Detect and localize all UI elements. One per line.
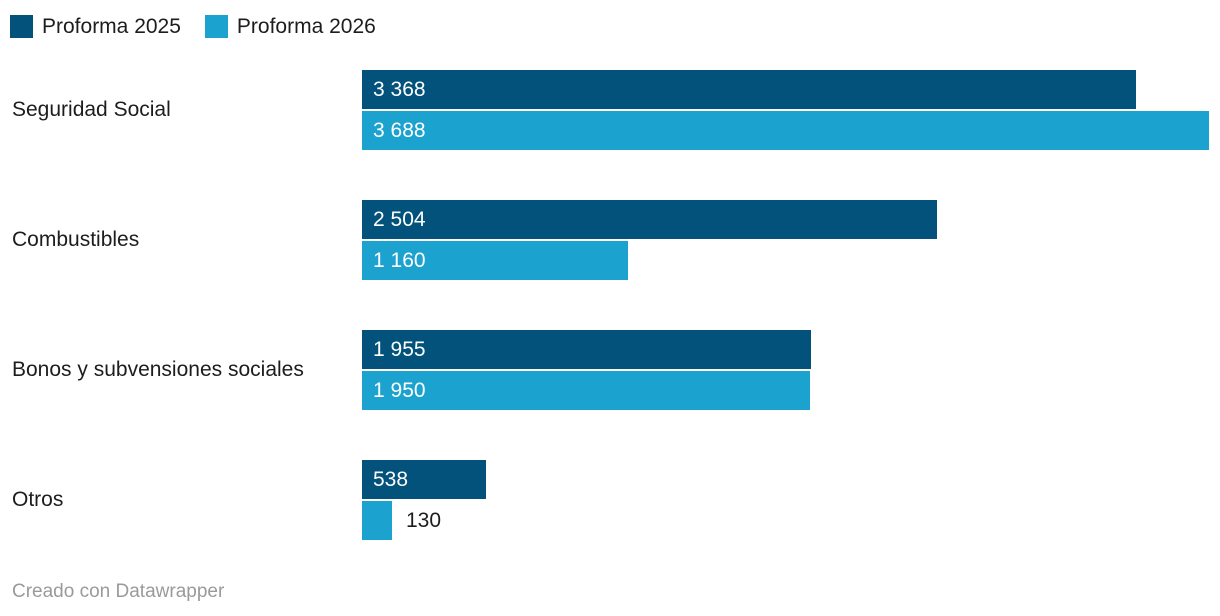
datawrapper-attribution-link[interactable]: Creado con Datawrapper <box>12 581 225 602</box>
value-label-proforma-2025-combustibles: 2 504 <box>373 208 426 231</box>
legend-swatch-proforma-2025 <box>10 15 33 38</box>
legend-label-proforma-2026: Proforma 2026 <box>236 15 376 38</box>
chart-row-bonos-y-subvensiones-sociales: Bonos y subvensiones sociales 1 955 1 950 <box>0 330 1220 410</box>
chart-row-seguridad-social: Seguridad Social 3 368 3 688 <box>0 70 1220 150</box>
value-label-proforma-2026-combustibles: 1 160 <box>373 249 426 272</box>
bar-proforma-2025-otros: 538 <box>362 460 486 499</box>
value-label-proforma-2026-bonos-y-subvensiones-sociales: 1 950 <box>373 379 426 402</box>
value-label-proforma-2025-otros: 538 <box>373 468 409 491</box>
bar-proforma-2026-seguridad-social: 3 688 <box>362 111 1209 150</box>
category-label-bonos-y-subvensiones-sociales: Bonos y subvensiones sociales <box>12 358 304 381</box>
legend: Proforma 2025 Proforma 2026 <box>10 15 376 38</box>
chart-row-otros: Otros 538 130 <box>0 460 1220 540</box>
category-label-otros: Otros <box>12 488 64 511</box>
bar-proforma-2026-bonos-y-subvensiones-sociales: 1 950 <box>362 371 810 410</box>
category-label-seguridad-social: Seguridad Social <box>12 98 171 121</box>
value-label-proforma-2026-seguridad-social: 3 688 <box>373 119 426 142</box>
legend-item-proforma-2025: Proforma 2025 <box>10 15 181 38</box>
bar-proforma-2025-bonos-y-subvensiones-sociales: 1 955 <box>362 330 811 369</box>
bar-proforma-2026-otros: 130 <box>362 501 441 540</box>
category-label-combustibles: Combustibles <box>12 228 140 251</box>
legend-label-proforma-2025: Proforma 2025 <box>42 15 181 38</box>
legend-item-proforma-2026: Proforma 2026 <box>204 15 376 38</box>
chart-row-combustibles: Combustibles 2 504 1 160 <box>0 200 1220 280</box>
bar-proforma-2025-seguridad-social: 3 368 <box>362 70 1136 109</box>
value-label-proforma-2025-bonos-y-subvensiones-sociales: 1 955 <box>373 338 426 361</box>
value-label-proforma-2025-seguridad-social: 3 368 <box>373 78 426 101</box>
value-label-proforma-2026-otros: 130 <box>406 509 442 532</box>
legend-swatch-proforma-2026 <box>204 15 228 38</box>
bar-proforma-2025-combustibles: 2 504 <box>362 200 937 239</box>
bar-proforma-2026-combustibles: 1 160 <box>362 241 628 280</box>
